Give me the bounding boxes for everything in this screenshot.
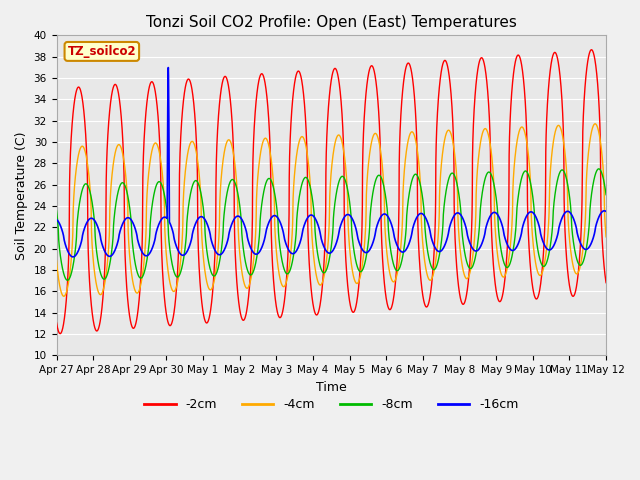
- X-axis label: Time: Time: [316, 381, 347, 394]
- Title: Tonzi Soil CO2 Profile: Open (East) Temperatures: Tonzi Soil CO2 Profile: Open (East) Temp…: [146, 15, 516, 30]
- Text: TZ_soilco2: TZ_soilco2: [67, 45, 136, 58]
- Legend: -2cm, -4cm, -8cm, -16cm: -2cm, -4cm, -8cm, -16cm: [140, 393, 524, 416]
- Y-axis label: Soil Temperature (C): Soil Temperature (C): [15, 131, 28, 260]
